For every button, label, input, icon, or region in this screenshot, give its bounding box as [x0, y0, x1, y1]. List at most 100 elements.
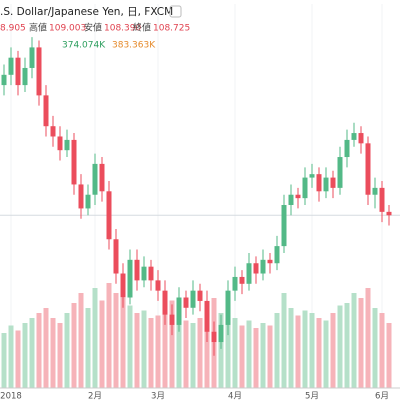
volume-bar [169, 300, 175, 388]
x-tick-label: 2018 [0, 392, 22, 400]
candle-body [295, 194, 301, 199]
volume-bar [64, 313, 70, 388]
candle-body [309, 174, 315, 178]
volume-bar [127, 305, 133, 388]
candle-body [316, 174, 322, 192]
candle-body [106, 191, 112, 240]
close-value: 108.725 [153, 24, 190, 34]
candle-body [155, 280, 161, 291]
volume-bar [57, 323, 63, 388]
volume-bar [148, 318, 154, 388]
volume-bar [344, 303, 350, 388]
candle-body [169, 314, 175, 325]
candle-body [204, 300, 210, 332]
volume-bar [8, 325, 14, 388]
candle-body [85, 194, 91, 209]
close-label: 終値 [133, 22, 151, 34]
candle-body [323, 177, 329, 192]
volume-bar [22, 323, 28, 388]
x-tick-label: 5月 [305, 392, 319, 400]
volume-bar [267, 325, 273, 388]
x-tick-label: 6月 [375, 392, 389, 400]
volume-ma-value: 383.363K [112, 41, 156, 51]
candle-body [141, 266, 147, 281]
volume-bar [190, 323, 196, 388]
candle-body [120, 273, 126, 298]
candle-body [15, 57, 21, 86]
chart-title: .S. Dollar/Japanese Yen, 日, FXCM [0, 6, 173, 18]
candle-body [127, 259, 133, 298]
candle-body [372, 187, 378, 195]
volume-bar [218, 313, 224, 388]
candle-body [134, 259, 140, 281]
low-value: 108.390 [104, 24, 141, 34]
candle-body [302, 177, 308, 199]
candle-body [288, 194, 294, 205]
candle-body [365, 143, 371, 195]
volume-bar [302, 310, 308, 388]
candle-body [197, 290, 203, 301]
open-value: 8.905 [0, 24, 26, 34]
volume-bar [99, 300, 105, 388]
plot-area [0, 0, 400, 388]
volume-bar [351, 293, 357, 388]
volume-bar [85, 308, 91, 388]
candle-body [43, 95, 49, 127]
volume-bar [43, 308, 49, 388]
volume-bar [106, 283, 112, 388]
candle-body [29, 47, 35, 68]
volume-bar [274, 313, 280, 388]
volume-bar [323, 320, 329, 388]
candle-body [92, 163, 98, 195]
volume-bar [316, 318, 322, 388]
volume-bar [281, 293, 287, 388]
volume-bar [288, 308, 294, 388]
high-value: 109.003 [49, 24, 86, 34]
candle-body [344, 139, 350, 158]
x-tick-label: 3月 [151, 392, 165, 400]
candle-body [358, 133, 364, 144]
volume-bar [372, 308, 378, 388]
high-label: 高値 [29, 22, 47, 34]
volume-bar [379, 313, 385, 388]
volume-bar [113, 293, 119, 388]
header-bg [0, 0, 400, 4]
candle-body [1, 74, 7, 86]
volume-bar [260, 323, 266, 388]
volume-bar [330, 313, 336, 388]
volume-bar [155, 315, 161, 388]
candle-body [99, 163, 105, 192]
candle-body [239, 276, 245, 284]
volume-bar [253, 328, 259, 388]
volume-bar [232, 318, 238, 388]
time-axis: 2018 2月 3月 4月 5月 6月 [0, 392, 389, 400]
settings-icon[interactable] [169, 5, 182, 18]
volume-bar [120, 298, 126, 388]
volume-bar [295, 315, 301, 388]
candle-body [71, 139, 77, 185]
candle-body [22, 67, 28, 86]
volume-bar [239, 325, 245, 388]
x-tick-label: 4月 [228, 392, 242, 400]
candle-body [57, 136, 63, 151]
candle-body [36, 47, 42, 96]
candle-body [281, 205, 287, 247]
volume-bar [29, 318, 35, 388]
candle-body [64, 139, 70, 151]
candle-body [8, 57, 14, 75]
candle-body [386, 211, 392, 216]
candle-body [246, 263, 252, 284]
candle-body [190, 290, 196, 308]
candle-body [78, 184, 84, 209]
candle-body [379, 187, 385, 212]
volume-bar [358, 298, 364, 388]
volume-bar [141, 310, 147, 388]
volume-bar [337, 305, 343, 388]
candle-body [162, 290, 168, 315]
volume-bar [246, 320, 252, 388]
volume-bar [78, 293, 84, 388]
candle-body [113, 239, 119, 274]
candle-body [337, 157, 343, 188]
